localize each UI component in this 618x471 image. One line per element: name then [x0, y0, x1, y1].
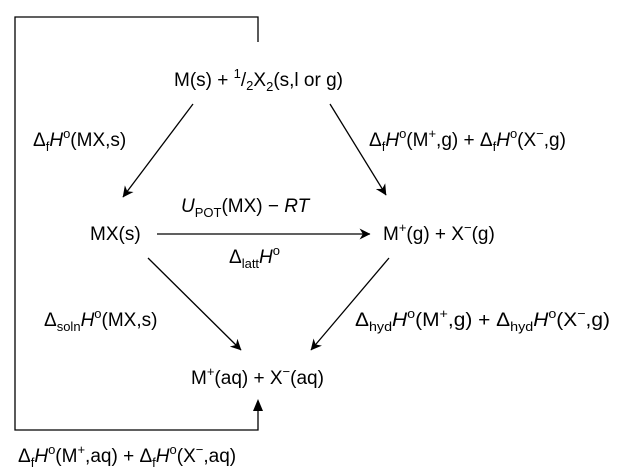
label-formation-enthalpy-gaseous-ions: ΔfHo(M+,g) + ΔfHo(X−,g) [369, 126, 566, 154]
label-formation-enthalpy-mx: ΔfHo(MX,s) [33, 126, 126, 154]
label-solution-enthalpy: ΔsolnHo(MX,s) [44, 306, 157, 334]
arrow-elements-to-solid [122, 103, 194, 198]
arrow-elements-to-gas-ions [329, 103, 387, 196]
node-aqueous-ions: M+(aq) + X−(aq) [191, 364, 324, 389]
label-lattice-enthalpy: ΔlattHo [229, 243, 280, 271]
arrow-gas-ions-to-aqueous-ions [310, 257, 390, 351]
arrow-solid-to-aqueous-ions [147, 257, 242, 351]
enclosing-cycle-line [14, 16, 259, 431]
node-solid-mx: MX(s) [90, 224, 141, 245]
label-hydration-enthalpies: Δhyd Ho(M +,g) + Δhyd Ho(X −,g) [355, 306, 610, 334]
label-lattice-potential-energy: UPOT(MX) − RT [181, 196, 311, 220]
node-gaseous-ions: M+(g) + X−(g) [383, 220, 495, 245]
node-elements: M(s) + 1/2X2(s,l or g) [174, 66, 343, 94]
label-formation-enthalpy-aqueous-ions: ΔfHo(M+,aq) + ΔfHo(X−,aq) [18, 442, 236, 470]
enclosing-cycle-arrowhead [253, 399, 263, 411]
